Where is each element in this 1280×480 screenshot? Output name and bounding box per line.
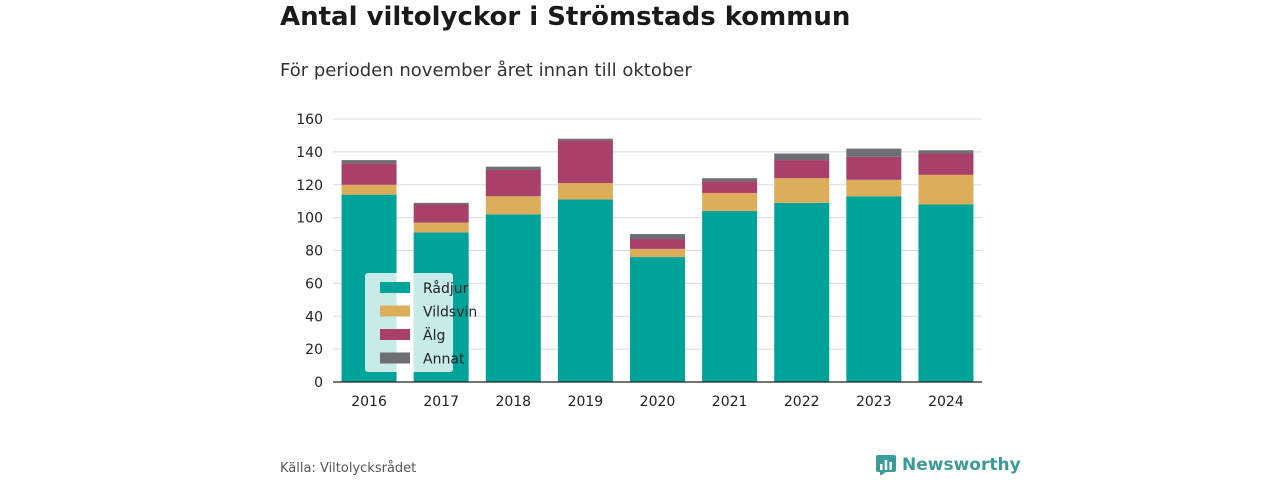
- x-tick-label: 2018: [495, 394, 531, 410]
- legend-label: Vildsvin: [423, 305, 477, 321]
- x-tick-label: 2023: [856, 394, 892, 410]
- bar-chart-logo-icon: [876, 455, 896, 475]
- bar-segment: [630, 248, 685, 258]
- legend-swatch: [380, 329, 410, 340]
- bar-segment: [341, 184, 397, 195]
- x-tick-label: 2022: [784, 394, 820, 410]
- bar-segment: [918, 204, 974, 382]
- bar-segment: [413, 222, 469, 233]
- bar-segment: [557, 138, 613, 141]
- bar-segment: [774, 202, 830, 382]
- legend-label: Rådjur: [423, 280, 469, 297]
- y-tick-label: 60: [305, 276, 323, 292]
- bar-segment: [341, 163, 397, 185]
- bar-segment: [774, 160, 830, 179]
- bar-segment: [774, 153, 830, 161]
- y-tick-label: 20: [305, 342, 323, 358]
- x-tick-label: 2024: [928, 394, 964, 410]
- x-tick-label: 2020: [640, 394, 676, 410]
- y-tick-label: 160: [296, 112, 323, 128]
- bar-segment: [630, 238, 685, 249]
- bar-segment: [485, 169, 541, 197]
- bar-segment: [846, 148, 902, 157]
- bar-segment: [846, 196, 902, 382]
- bar-segment: [846, 156, 902, 180]
- bar-segment: [485, 166, 541, 170]
- legend-swatch: [380, 352, 410, 364]
- bar-segment: [630, 257, 685, 382]
- legend-box: [365, 273, 453, 372]
- y-tick-label: 40: [305, 309, 323, 325]
- bar-segment: [413, 202, 469, 205]
- y-tick-label: 120: [296, 178, 323, 194]
- y-tick-label: 100: [296, 211, 323, 227]
- legend-swatch: [380, 282, 410, 293]
- bar-segment: [774, 178, 830, 203]
- bar-segment: [630, 234, 685, 239]
- x-tick-label: 2017: [423, 394, 459, 410]
- bar-segment: [702, 181, 758, 193]
- x-tick-label: 2016: [351, 394, 387, 410]
- bar-segment: [413, 204, 469, 223]
- brand-logo[interactable]: Newsworthy: [876, 455, 1021, 475]
- bar-segment: [557, 183, 613, 200]
- y-tick-label: 0: [314, 375, 323, 391]
- bar-segment: [702, 192, 758, 212]
- chart-subtitle: För perioden november året innan till ok…: [280, 60, 692, 81]
- legend-label: Annat: [423, 352, 465, 368]
- legend-swatch: [380, 305, 410, 317]
- bar-segment: [702, 178, 758, 182]
- bar-segment: [485, 214, 541, 382]
- chart-title: Antal viltolyckor i Strömstads kommun: [280, 2, 851, 32]
- bar-segment: [846, 179, 902, 197]
- bar-segment: [341, 160, 397, 164]
- brand-name: Newsworthy: [902, 455, 1021, 475]
- source-note: Källa: Viltolycksrådet: [280, 461, 417, 476]
- bar-segment: [557, 140, 613, 184]
- bar-segment: [918, 153, 974, 175]
- bar-segment: [918, 174, 974, 205]
- bar-segment: [918, 150, 974, 154]
- bar-segment: [702, 211, 758, 382]
- y-tick-label: 140: [296, 145, 323, 161]
- bar-segment: [485, 196, 541, 215]
- y-tick-label: 80: [305, 244, 323, 260]
- legend-label: Älg: [423, 326, 445, 344]
- bar-segment: [557, 199, 613, 382]
- x-tick-label: 2021: [712, 394, 748, 410]
- x-tick-label: 2019: [568, 394, 604, 410]
